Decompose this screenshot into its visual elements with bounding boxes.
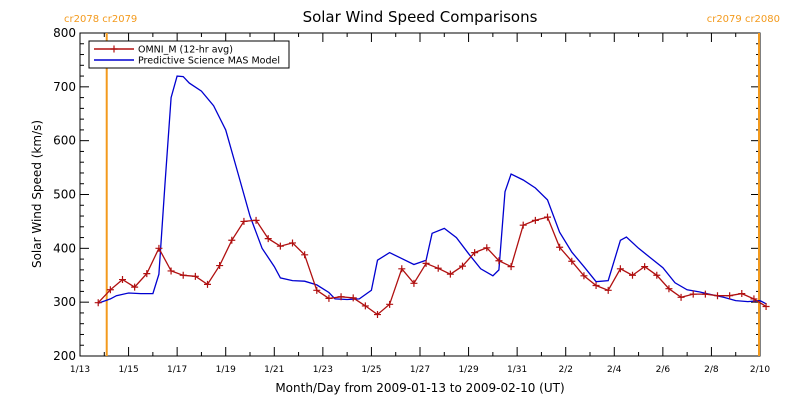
- y-tick-label: 500: [53, 188, 76, 202]
- data-point-omni: [495, 257, 503, 265]
- data-point-omni: [592, 281, 600, 289]
- data-point-omni: [629, 271, 636, 279]
- legend-box: [88, 40, 290, 69]
- data-point-omni: [240, 217, 248, 225]
- data-point-omni: [580, 272, 588, 280]
- data-point-omni: [301, 251, 309, 259]
- data-point-omni: [337, 293, 345, 301]
- x-tick-label: 1/19: [216, 365, 236, 375]
- x-tick-label: 1/31: [507, 365, 527, 375]
- x-tick-label: 1/21: [264, 365, 284, 375]
- x-tick-label: 2/2: [558, 365, 572, 375]
- data-point-omni: [653, 271, 661, 279]
- data-point-omni: [762, 302, 770, 310]
- legend-marker: [110, 45, 118, 53]
- y-tick-label: 600: [53, 134, 76, 148]
- data-point-omni: [738, 290, 746, 298]
- legend-label: OMNI_M (12-hr avg): [138, 45, 233, 56]
- carrington-marker-label: cr2078 cr2079: [64, 14, 137, 25]
- data-point-omni: [750, 295, 758, 303]
- y-axis-label: Solar Wind Speed (km/s): [30, 120, 44, 268]
- data-point-omni: [556, 243, 564, 251]
- data-point-omni: [374, 311, 381, 319]
- data-point-omni: [386, 300, 394, 308]
- data-point-omni: [677, 293, 685, 301]
- data-point-omni: [471, 249, 479, 257]
- x-tick-label: 1/13: [70, 365, 90, 375]
- y-tick-label: 300: [53, 295, 76, 309]
- data-point-omni: [446, 270, 454, 278]
- data-point-omni: [179, 271, 187, 279]
- x-tick-label: 1/25: [361, 365, 381, 375]
- data-point-omni: [167, 267, 175, 275]
- data-point-omni: [519, 221, 527, 229]
- x-tick-label: 2/10: [750, 365, 770, 375]
- data-point-omni: [568, 257, 576, 265]
- y-tick-label: 800: [53, 26, 76, 40]
- data-point-omni: [119, 276, 126, 284]
- data-point-omni: [131, 283, 139, 291]
- data-point-omni: [531, 216, 539, 224]
- data-point-omni: [459, 262, 466, 270]
- x-tick-label: 1/17: [167, 365, 187, 375]
- data-point-omni: [106, 286, 114, 294]
- data-point-omni: [616, 265, 624, 273]
- data-point-omni: [94, 299, 102, 307]
- data-point-omni: [155, 244, 163, 252]
- x-tick-label: 1/27: [410, 365, 430, 375]
- data-point-omni: [434, 264, 442, 272]
- y-tick-label: 200: [53, 349, 76, 363]
- data-point-omni: [216, 262, 224, 270]
- carrington-marker-label: cr2079 cr2080: [707, 14, 780, 25]
- x-tick-label: 1/15: [118, 365, 138, 375]
- x-tick-label: 2/8: [704, 365, 719, 375]
- data-point-omni: [604, 286, 612, 294]
- series-line-omni: [97, 216, 767, 316]
- data-point-omni: [641, 263, 649, 271]
- x-tick-label: 2/6: [656, 365, 671, 375]
- data-point-omni: [361, 302, 369, 310]
- x-tick-label: 1/29: [458, 365, 478, 375]
- series-line-mas-model: [97, 75, 767, 305]
- data-point-omni: [264, 235, 272, 243]
- y-tick-label: 400: [53, 241, 76, 255]
- data-point-omni: [252, 216, 260, 224]
- data-point-omni: [665, 285, 673, 293]
- data-point-omni: [701, 290, 709, 298]
- data-point-omni: [191, 272, 199, 280]
- data-point-omni: [689, 290, 697, 298]
- x-tick-label: 2/4: [607, 365, 622, 375]
- data-point-omni: [410, 279, 418, 287]
- data-point-omni: [276, 242, 284, 250]
- y-tick-label: 700: [53, 80, 76, 94]
- x-tick-label: 1/23: [313, 365, 333, 375]
- data-point-omni: [398, 265, 406, 273]
- chart-title: Solar Wind Speed Comparisons: [303, 8, 538, 26]
- data-point-omni: [422, 259, 430, 267]
- data-point-omni: [726, 292, 734, 300]
- legend-label: Predictive Science MAS Model: [138, 56, 280, 67]
- data-point-omni: [228, 236, 236, 244]
- data-point-omni: [325, 294, 333, 302]
- data-point-omni: [143, 270, 151, 278]
- plot-layer: 200 300 400 500 600 700 800 1/13 1/15 1/17 1/19 1/2…: [53, 14, 780, 375]
- data-point-omni: [483, 244, 491, 252]
- data-point-omni: [714, 292, 721, 300]
- x-axis-label: Month/Day from 2009-01-13 to 2009-02-10 …: [275, 381, 564, 395]
- data-point-omni: [544, 213, 551, 221]
- data-point-omni: [313, 286, 321, 294]
- data-point-omni: [507, 263, 515, 271]
- data-point-omni: [349, 294, 357, 302]
- data-point-omni: [204, 280, 211, 288]
- data-point-omni: [289, 239, 296, 247]
- legend: OMNI_M (12-hr avg)Predictive Science MAS…: [88, 40, 290, 69]
